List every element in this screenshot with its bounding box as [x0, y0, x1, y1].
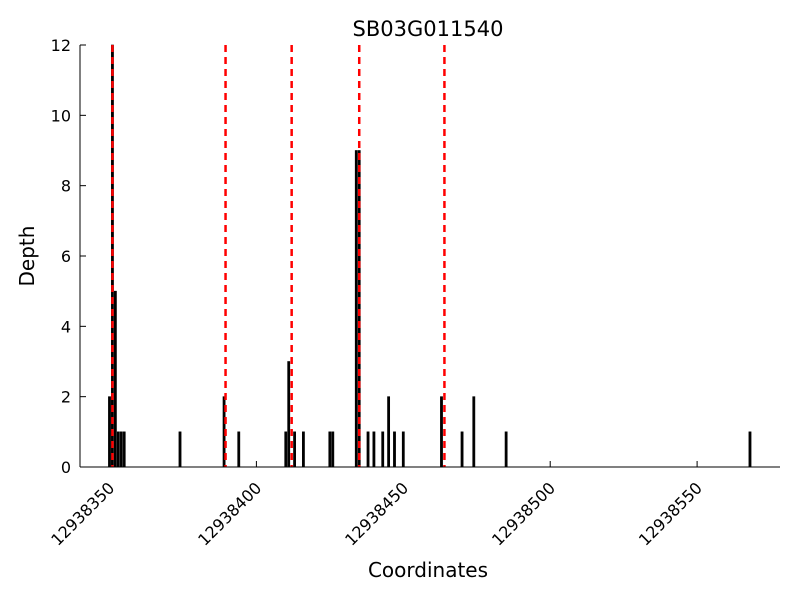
- bar: [381, 431, 385, 468]
- chart-title: SB03G011540: [353, 17, 504, 41]
- bar: [108, 396, 111, 468]
- bar: [328, 431, 332, 468]
- reference-lines-group: [111, 45, 446, 467]
- bar: [302, 431, 305, 468]
- bar: [116, 431, 120, 468]
- y-tick-label: 6: [61, 247, 71, 266]
- bar: [178, 431, 182, 468]
- bars-group: [108, 44, 752, 468]
- bar: [393, 431, 396, 468]
- bar: [293, 431, 296, 468]
- bar: [284, 431, 288, 468]
- bar: [748, 431, 752, 468]
- bar: [113, 290, 117, 468]
- x-tick-label: 12938350: [47, 478, 118, 549]
- bar: [237, 431, 241, 468]
- bar: [472, 396, 476, 468]
- y-tick-label: 8: [61, 177, 71, 196]
- y-tick-label: 0: [61, 458, 71, 477]
- bar: [287, 361, 291, 468]
- bar: [460, 431, 464, 468]
- y-tick-label: 12: [51, 36, 71, 55]
- bar: [354, 150, 358, 468]
- x-tick-label: 12938450: [341, 478, 412, 549]
- y-tick-label: 10: [51, 106, 71, 125]
- axes-group: [79, 45, 780, 468]
- bar: [122, 431, 126, 468]
- bar: [387, 396, 391, 468]
- x-axis-label: Coordinates: [368, 558, 488, 582]
- y-axis-label: Depth: [15, 226, 39, 287]
- ticks-group: 0 2 4 6 8 10 12 12938350 12938400 12938450 1293850…: [47, 36, 706, 549]
- y-tick-label: 4: [61, 317, 71, 336]
- bar: [372, 431, 376, 468]
- x-tick-label: 12938550: [635, 478, 706, 549]
- bar: [504, 431, 508, 468]
- bar: [119, 431, 123, 468]
- bar: [440, 396, 443, 468]
- bar: [366, 431, 370, 468]
- x-tick-label: 12938400: [194, 478, 265, 549]
- bar: [331, 431, 335, 468]
- x-tick-label: 12938500: [488, 478, 559, 549]
- y-tick-label: 2: [61, 388, 71, 407]
